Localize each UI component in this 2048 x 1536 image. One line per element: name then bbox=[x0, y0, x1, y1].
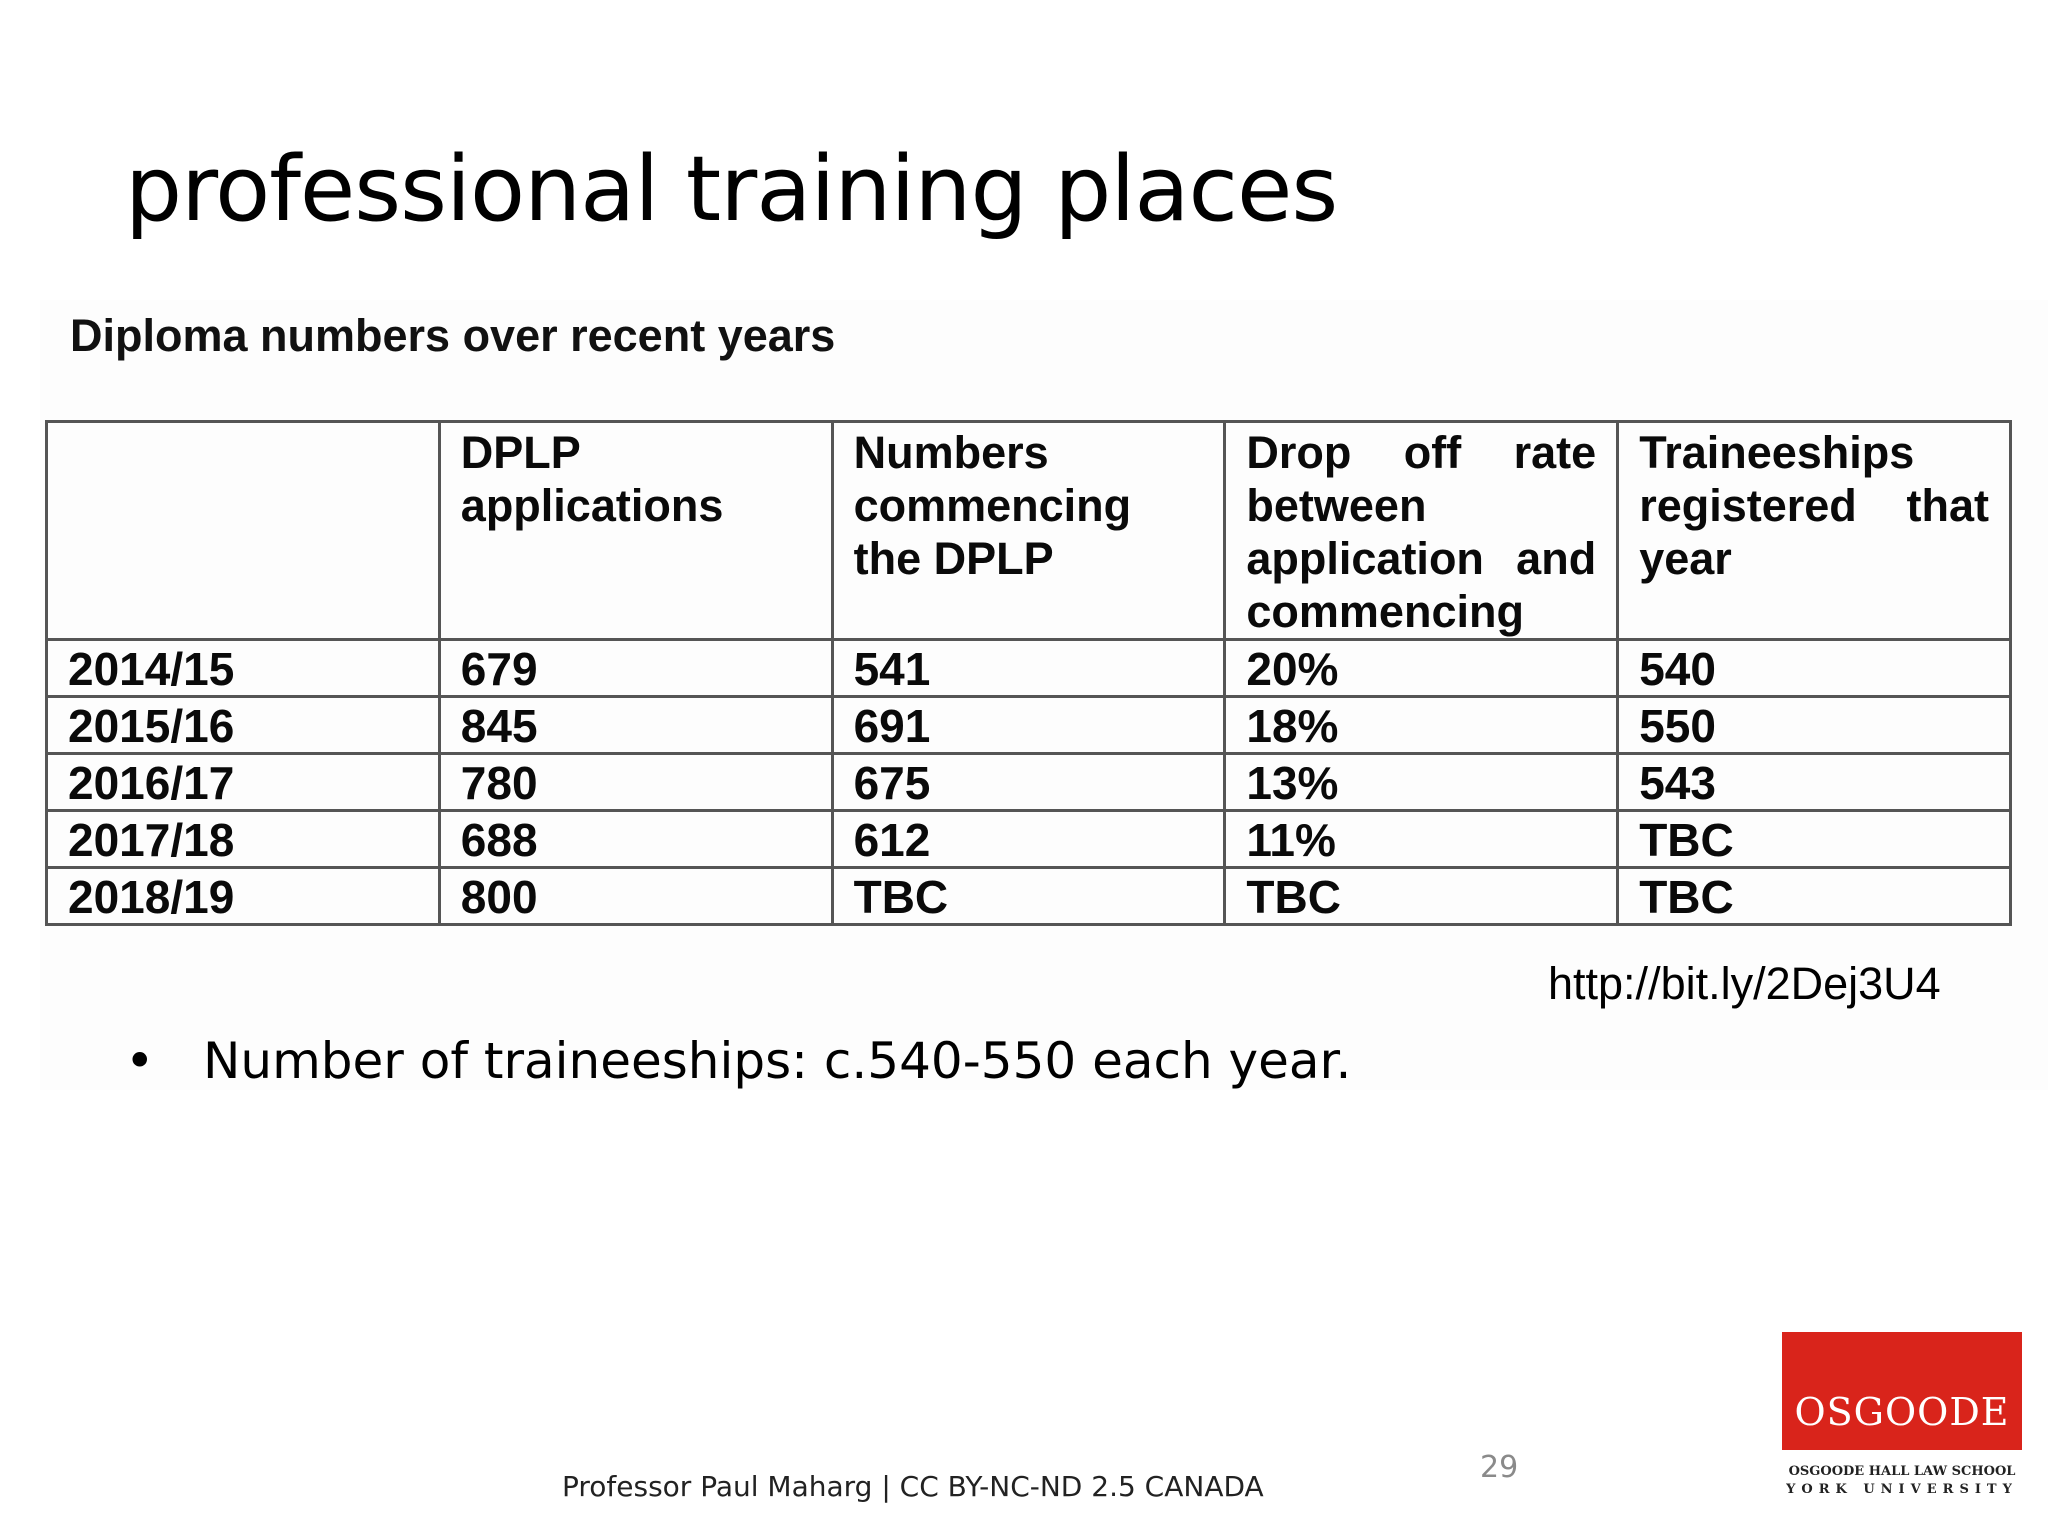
cell-drop-off-rate: TBC bbox=[1223, 866, 1620, 926]
cell-year: 2018/19 bbox=[45, 866, 441, 926]
cell-traineeships: TBC bbox=[1616, 809, 2012, 869]
cell-commencing: 691 bbox=[830, 695, 1227, 755]
table-row: 2014/15 679 541 20% 540 bbox=[45, 638, 2012, 698]
logo-name: OSGOODE bbox=[1794, 1390, 2010, 1434]
logo-subtitle-university: YORK UNIVERSITY bbox=[1786, 1482, 2018, 1497]
header-cell-numbers-commencing: Numbers commencing the DPLP bbox=[830, 420, 1227, 641]
cell-year: 2015/16 bbox=[45, 695, 441, 755]
cell-applications: 800 bbox=[437, 866, 834, 926]
header-cell-drop-off-rate: Drop off rate between application and co… bbox=[1223, 420, 1620, 641]
cell-drop-off-rate: 20% bbox=[1223, 638, 1620, 698]
cell-commencing: 541 bbox=[830, 638, 1227, 698]
cell-drop-off-rate: 13% bbox=[1223, 752, 1620, 812]
cell-commencing: TBC bbox=[830, 866, 1227, 926]
osgoode-logo: OSGOODE OSGOODE HALL LAW SCHOOL YORK UNI… bbox=[1782, 1332, 2022, 1512]
bullet-marker: • bbox=[125, 1032, 155, 1090]
table-header-row: DPLP applications Numbers commencing the… bbox=[45, 420, 2012, 641]
cell-traineeships: 550 bbox=[1616, 695, 2012, 755]
table-row: 2016/17 780 675 13% 543 bbox=[45, 752, 2012, 812]
bullet-list-item: • Number of traineeships: c.540-550 each … bbox=[125, 1032, 1351, 1090]
cell-commencing: 612 bbox=[830, 809, 1227, 869]
bullet-text: Number of traineeships: c.540-550 each y… bbox=[203, 1032, 1352, 1090]
cell-traineeships: 543 bbox=[1616, 752, 2012, 812]
source-link[interactable]: http://bit.ly/2Dej3U4 bbox=[1548, 958, 1941, 1009]
cell-traineeships: 540 bbox=[1616, 638, 2012, 698]
header-cell-traineeships: Traineeships registered that year bbox=[1616, 420, 2012, 641]
logo-red-block bbox=[1782, 1332, 2022, 1450]
page-number: 29 bbox=[1480, 1450, 1519, 1485]
table-caption: Diploma numbers over recent years bbox=[70, 310, 836, 361]
cell-applications: 845 bbox=[437, 695, 834, 755]
cell-applications: 679 bbox=[437, 638, 834, 698]
header-cell-dplp-applications: DPLP applications bbox=[437, 420, 834, 641]
table-row: 2015/16 845 691 18% 550 bbox=[45, 695, 2012, 755]
cell-year: 2014/15 bbox=[45, 638, 441, 698]
cell-drop-off-rate: 11% bbox=[1223, 809, 1620, 869]
cell-applications: 688 bbox=[437, 809, 834, 869]
table-row: 2017/18 688 612 11% TBC bbox=[45, 809, 2012, 869]
cell-year: 2017/18 bbox=[45, 809, 441, 869]
cell-commencing: 675 bbox=[830, 752, 1227, 812]
diploma-numbers-table: DPLP applications Numbers commencing the… bbox=[45, 420, 2012, 926]
table-row: 2018/19 800 TBC TBC TBC bbox=[45, 866, 2012, 926]
cell-drop-off-rate: 18% bbox=[1223, 695, 1620, 755]
slide-title: professional training places bbox=[125, 137, 1338, 242]
cell-year: 2016/17 bbox=[45, 752, 441, 812]
logo-subtitle-school: OSGOODE HALL LAW SCHOOL bbox=[1788, 1464, 2016, 1479]
footer-credit: Professor Paul Maharg | CC BY-NC-ND 2.5 … bbox=[562, 1470, 1264, 1503]
cell-applications: 780 bbox=[437, 752, 834, 812]
header-cell-empty bbox=[45, 420, 441, 641]
cell-traineeships: TBC bbox=[1616, 866, 2012, 926]
